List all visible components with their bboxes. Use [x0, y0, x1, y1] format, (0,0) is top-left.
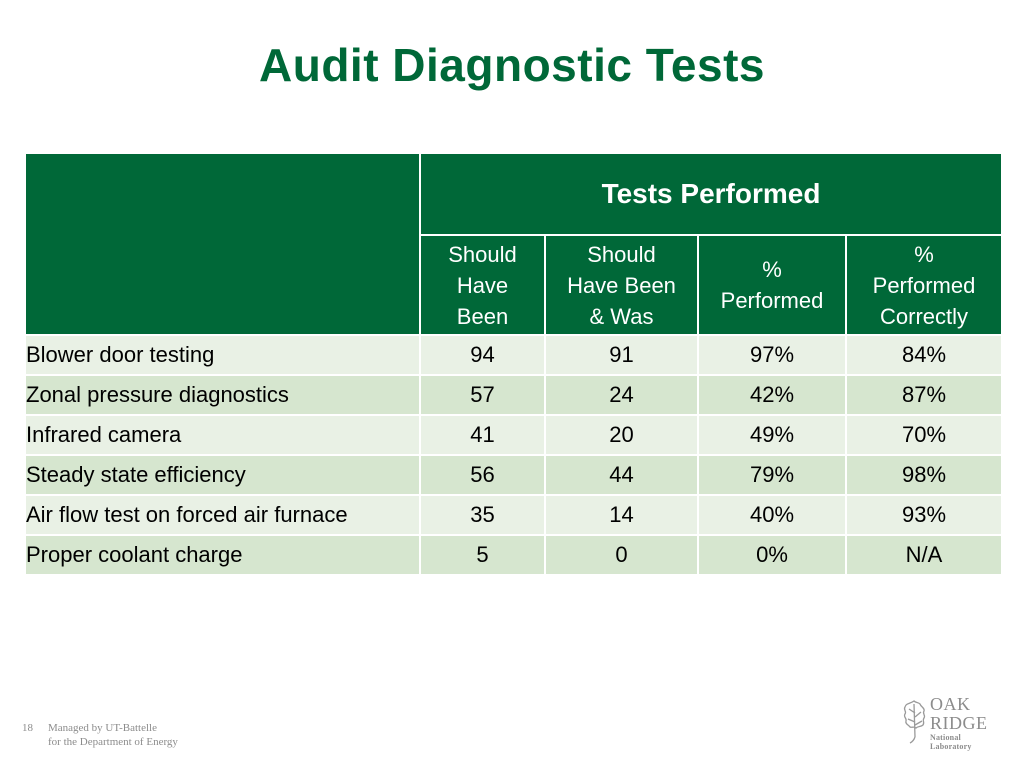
- row-label: Steady state efficiency: [24, 454, 421, 496]
- footer-line: for the Department of Energy: [48, 736, 178, 748]
- column-header-line: %: [914, 241, 934, 267]
- cell-percent-performed-correctly: 98%: [844, 454, 1004, 496]
- column-header-line: Performed: [872, 272, 976, 298]
- managed-by-text: Managed by UT-Battelle for the Department…: [48, 721, 178, 749]
- cell-should-have-been-and-was: 44: [544, 454, 699, 496]
- column-header-percent-performed: % Performed: [697, 234, 847, 336]
- cell-should-have-been-and-was: 20: [544, 414, 699, 456]
- cell-should-have-been: 41: [419, 414, 546, 456]
- column-header-line: Have: [456, 272, 509, 298]
- cell-percent-performed: 49%: [697, 414, 847, 456]
- logo-wordmark: OAK RIDGE National Laboratory: [930, 694, 1004, 752]
- table-row: Proper coolant charge 5 0 0% N/A: [24, 534, 1004, 576]
- cell-percent-performed: 42%: [697, 374, 847, 416]
- column-header-line: Should: [448, 241, 517, 267]
- row-label: Proper coolant charge: [24, 534, 421, 576]
- logo-line-ridge: RIDGE: [930, 713, 988, 733]
- cell-percent-performed-correctly: 84%: [844, 334, 1004, 376]
- logo-line-national-laboratory: National Laboratory: [930, 733, 972, 751]
- cell-percent-performed-correctly: 93%: [844, 494, 1004, 536]
- column-header-line: Been: [456, 303, 509, 329]
- footer-line: Managed by UT-Battelle: [48, 722, 157, 734]
- cell-should-have-been: 35: [419, 494, 546, 536]
- slide-footer: 18 Managed by UT-Battelle for the Departme…: [22, 721, 178, 749]
- cell-percent-performed: 0%: [697, 534, 847, 576]
- table-row: Zonal pressure diagnostics 57 24 42% 87%: [24, 374, 1004, 416]
- cell-percent-performed: 79%: [697, 454, 847, 496]
- tests-performed-header: Tests Performed: [418, 152, 1004, 236]
- table-row: Blower door testing 94 91 97% 84%: [24, 334, 1004, 376]
- cell-percent-performed: 97%: [697, 334, 847, 376]
- column-header-line: & Was: [589, 303, 654, 329]
- cell-should-have-been: 94: [419, 334, 546, 376]
- column-header-should-have-been-and-was: Should Have Been & Was: [544, 234, 699, 336]
- oak-leaf-icon: [903, 700, 926, 744]
- cell-should-have-been: 57: [419, 374, 546, 416]
- cell-should-have-been-and-was: 14: [544, 494, 699, 536]
- row-label: Blower door testing: [24, 334, 421, 376]
- logo-line-oak: OAK: [930, 694, 971, 714]
- row-label: Zonal pressure diagnostics: [24, 374, 421, 416]
- cell-should-have-been-and-was: 24: [544, 374, 699, 416]
- table-row: Air flow test on forced air furnace 35 1…: [24, 494, 1004, 536]
- column-header-should-have-been: Should Have Been: [419, 234, 546, 336]
- row-label: Infrared camera: [24, 414, 421, 456]
- cell-should-have-been: 56: [419, 454, 546, 496]
- cell-should-have-been: 5: [419, 534, 546, 576]
- audit-tests-table: Tests Performed Should Have Been Should …: [24, 152, 1004, 576]
- slide-title: Audit Diagnostic Tests: [259, 39, 765, 91]
- cell-percent-performed-correctly: N/A: [844, 534, 1004, 576]
- table-corner-cell: [24, 152, 421, 336]
- cell-should-have-been-and-was: 0: [544, 534, 699, 576]
- page-number: 18: [22, 722, 33, 734]
- oak-ridge-logo: OAK RIDGE National Laboratory: [900, 695, 1004, 751]
- column-header-percent-performed-correctly: % Performed Correctly: [844, 234, 1004, 336]
- table-row: Steady state efficiency 56 44 79% 98%: [24, 454, 1004, 496]
- cell-should-have-been-and-was: 91: [544, 334, 699, 376]
- row-label: Air flow test on forced air furnace: [24, 494, 421, 536]
- cell-percent-performed-correctly: 70%: [844, 414, 1004, 456]
- table-row: Infrared camera 41 20 49% 70%: [24, 414, 1004, 456]
- column-header-line: Have Been: [567, 272, 676, 298]
- cell-percent-performed-correctly: 87%: [844, 374, 1004, 416]
- column-header-line: Correctly: [880, 303, 969, 329]
- column-header-line: Performed: [720, 288, 824, 313]
- column-header-line: %: [762, 257, 782, 282]
- column-header-line: Should: [587, 241, 656, 267]
- cell-percent-performed: 40%: [697, 494, 847, 536]
